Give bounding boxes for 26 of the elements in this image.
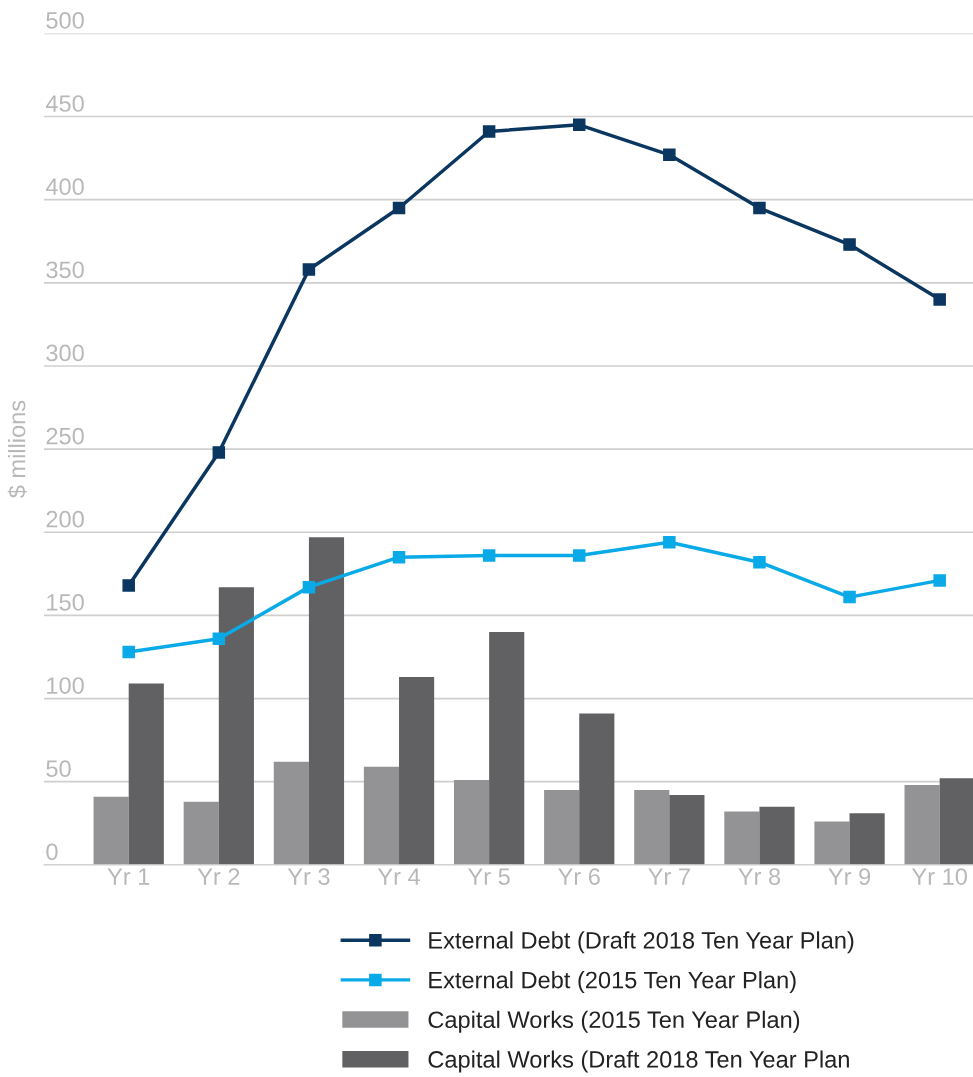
x-tick-label: Yr 5: [468, 868, 510, 885]
legend-label: External Debt (2015 Ten Year Plan): [429, 971, 796, 994]
y-axis-title: $ millions: [7, 400, 27, 499]
y-tick-label: 500: [46, 12, 84, 29]
y-tick-label: 50: [46, 760, 71, 778]
legend-label: Capital Works (2015 Ten Year Plan): [428, 1010, 800, 1033]
y-tick-label: 350: [46, 261, 84, 279]
x-tick-label: Yr 9: [828, 868, 871, 885]
x-tick-label: Yr 1: [107, 868, 150, 885]
x-tick-label: Yr 4: [377, 868, 420, 885]
x-tick-label: Yr 3: [287, 868, 330, 885]
y-tick-label: 250: [46, 427, 84, 445]
y-tick-label: 100: [47, 677, 84, 694]
y-tick-label: 300: [46, 344, 84, 362]
y-tick-label: 400: [45, 178, 84, 196]
x-tick-label: Yr 10: [911, 868, 967, 885]
y-tick-label: 450: [45, 95, 84, 112]
x-tick-label: Yr 8: [738, 868, 781, 885]
legend-label: Capital Works (Draft 2018 Ten Year Plan: [428, 1050, 849, 1073]
legend-label: External Debt (Draft 2018 Ten Year Plan): [429, 931, 854, 954]
y-tick-label: 0: [46, 843, 58, 861]
y-tick-label: 150: [47, 594, 84, 611]
x-tick-label: Yr 2: [197, 868, 240, 885]
y-tick-label: 200: [46, 510, 84, 528]
x-tick-label: Yr 6: [558, 868, 600, 885]
x-tick-label: Yr 7: [648, 868, 690, 885]
